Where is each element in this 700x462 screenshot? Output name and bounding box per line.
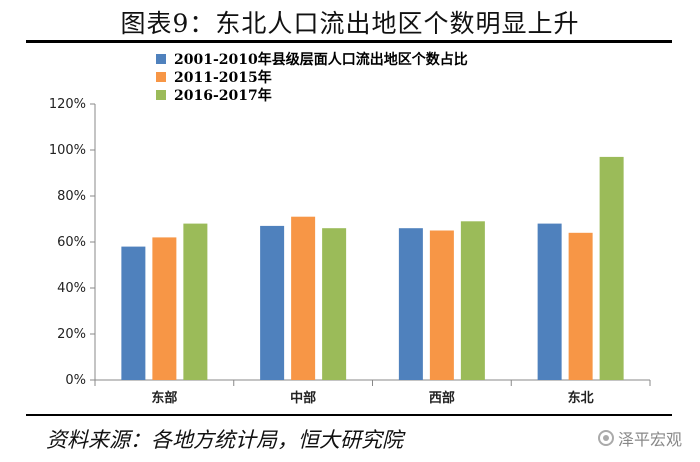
legend-label-series-3: 2016-2017年: [174, 88, 272, 104]
bar: [398, 228, 423, 380]
bar: [121, 246, 146, 380]
y-tick-label: 20%: [57, 327, 86, 342]
y-tick-label: 100%: [49, 143, 86, 158]
bar: [537, 223, 562, 380]
bar: [568, 232, 593, 380]
legend-swatch-series-1: [156, 54, 166, 64]
wechat-logo-icon: [598, 430, 614, 446]
y-tick-label: 0%: [65, 373, 86, 388]
legend-item: 2016-2017年: [156, 86, 468, 104]
legend-label-series-1: 2001-2010年县级层面人口流出地区个数占比: [174, 52, 468, 68]
legend-item: 2011-2015年: [156, 68, 468, 86]
bar: [291, 216, 316, 380]
bar: [599, 156, 624, 380]
watermark-text: 泽平宏观: [618, 430, 683, 449]
bar: [260, 225, 285, 380]
x-tick-label: 西部: [429, 390, 455, 406]
x-tick-label: 中部: [290, 390, 316, 406]
bar: [322, 228, 347, 380]
bar: [460, 221, 485, 380]
bottom-rule: [26, 414, 672, 416]
legend: 2001-2010年县级层面人口流出地区个数占比 2011-2015年 2016…: [156, 50, 468, 104]
x-tick-label: 东北: [568, 390, 594, 406]
y-tick-label: 60%: [57, 235, 86, 250]
chart-title: 图表9：东北人口流出地区个数明显上升: [120, 9, 580, 38]
legend-swatch-series-3: [156, 90, 166, 100]
legend-item: 2001-2010年县级层面人口流出地区个数占比: [156, 50, 468, 68]
source-note: 资料来源：各地方统计局，恒大研究院: [46, 428, 403, 452]
bar: [429, 230, 454, 380]
bar: [183, 223, 208, 380]
legend-swatch-series-2: [156, 72, 166, 82]
top-rule: [26, 40, 672, 43]
watermark: 泽平宏观: [598, 426, 682, 450]
x-tick-label: 东部: [151, 390, 177, 406]
y-tick-label: 120%: [49, 97, 86, 112]
y-tick-label: 40%: [57, 281, 86, 296]
legend-label-series-2: 2011-2015年: [174, 70, 272, 86]
y-tick-label: 80%: [57, 189, 86, 204]
bar: [152, 237, 177, 380]
